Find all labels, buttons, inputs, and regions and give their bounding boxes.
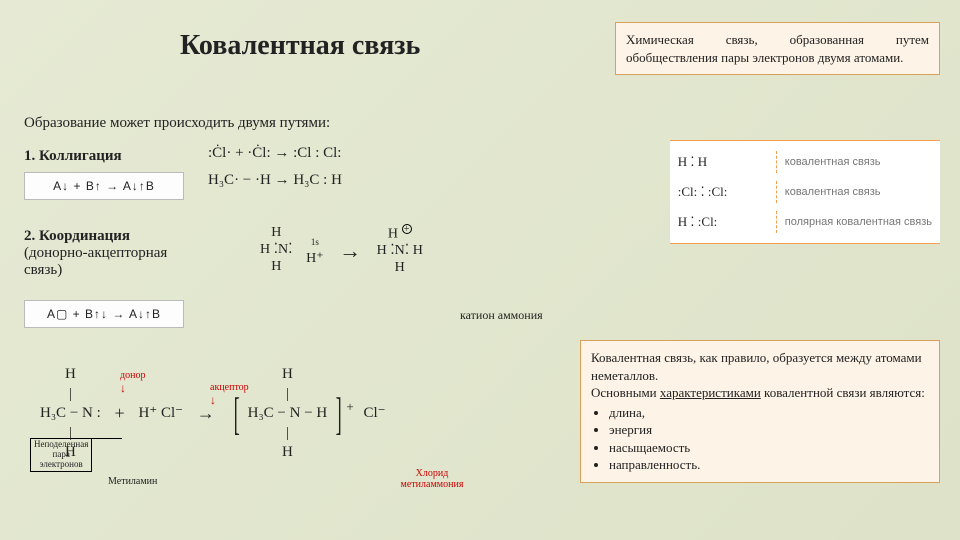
arrow-icon: → (339, 238, 361, 264)
product-fragment: H | H₃C − N − H | H (248, 365, 328, 463)
nh4-fragment: H + H ⁚N⁚ H H (377, 224, 423, 277)
method1-label: 1. Коллигация (24, 148, 122, 165)
list-item: длина, (609, 404, 929, 422)
chloride-caption: Хлорид метиламмония (392, 468, 472, 490)
nh3-fragment: H H ⁚N⁚ H (260, 225, 293, 275)
lone-pair-label: Неподеленнаяпараэлектронов (30, 438, 92, 472)
table-row: H ⁚ H ковалентная связь (678, 147, 932, 177)
characteristics-box: Ковалентная связь, как правило, образует… (580, 340, 940, 483)
method2-scheme-box: A▢ + B↑↓ → A↓↑B (24, 300, 184, 328)
method1-scheme-box: A↓ + B↑ → A↓↑B (24, 172, 184, 200)
method2-label: 2. Координация (донорно-акцепторная связ… (24, 228, 167, 279)
characteristics-list: длина, энергия насыщаемость направленнос… (609, 404, 929, 474)
pointer-line (82, 438, 122, 439)
eq-ch4: H₃C· − ·H → H₃C : H (208, 167, 342, 194)
list-item: энергия (609, 421, 929, 439)
table-row: H ⁚ :Cl: полярная ковалентная связь (678, 207, 932, 237)
table-row: :Cl: ⁚ :Cl: ковалентная связь (678, 177, 932, 207)
ammonium-scheme: H H ⁚N⁚ H 1s H⁺ → H + H ⁚N⁚ H H (260, 224, 423, 277)
definition-box: Химическая связь, образованная путем обо… (615, 22, 940, 75)
info-p2: Основными характеристиками ковалентной с… (591, 384, 929, 402)
chloride-fragment: Cl⁻ (363, 404, 385, 424)
info-p1: Ковалентная связь, как правило, образует… (591, 349, 929, 384)
hcl-fragment: H⁺ Cl⁻ (138, 404, 183, 424)
list-item: направленность. (609, 456, 929, 474)
hplus-fragment: 1s H⁺ (306, 234, 324, 268)
ammonium-caption: катион аммония (460, 308, 543, 323)
arrow-icon: → (197, 403, 215, 424)
bracket-right-icon: ] (336, 387, 342, 440)
list-item: насыщаемость (609, 439, 929, 457)
method1-equations: :Ċl· + ·Ċl: → :Cl : Cl: H₃C· − ·H → H₃C … (208, 140, 342, 194)
plus-icon: + (115, 403, 125, 424)
bond-types-table: H ⁚ H ковалентная связь :Cl: ⁚ :Cl: кова… (670, 140, 940, 244)
charge-plus: + (346, 399, 353, 414)
bracket-left-icon: [ (233, 387, 239, 440)
page-title: Ковалентная связь (180, 30, 420, 62)
intro-text: Образование может происходить двумя путя… (24, 115, 330, 132)
methylamine-caption: Метиламин (108, 476, 157, 487)
eq-cl2: :Ċl· + ·Ċl: → :Cl : Cl: (208, 140, 342, 167)
